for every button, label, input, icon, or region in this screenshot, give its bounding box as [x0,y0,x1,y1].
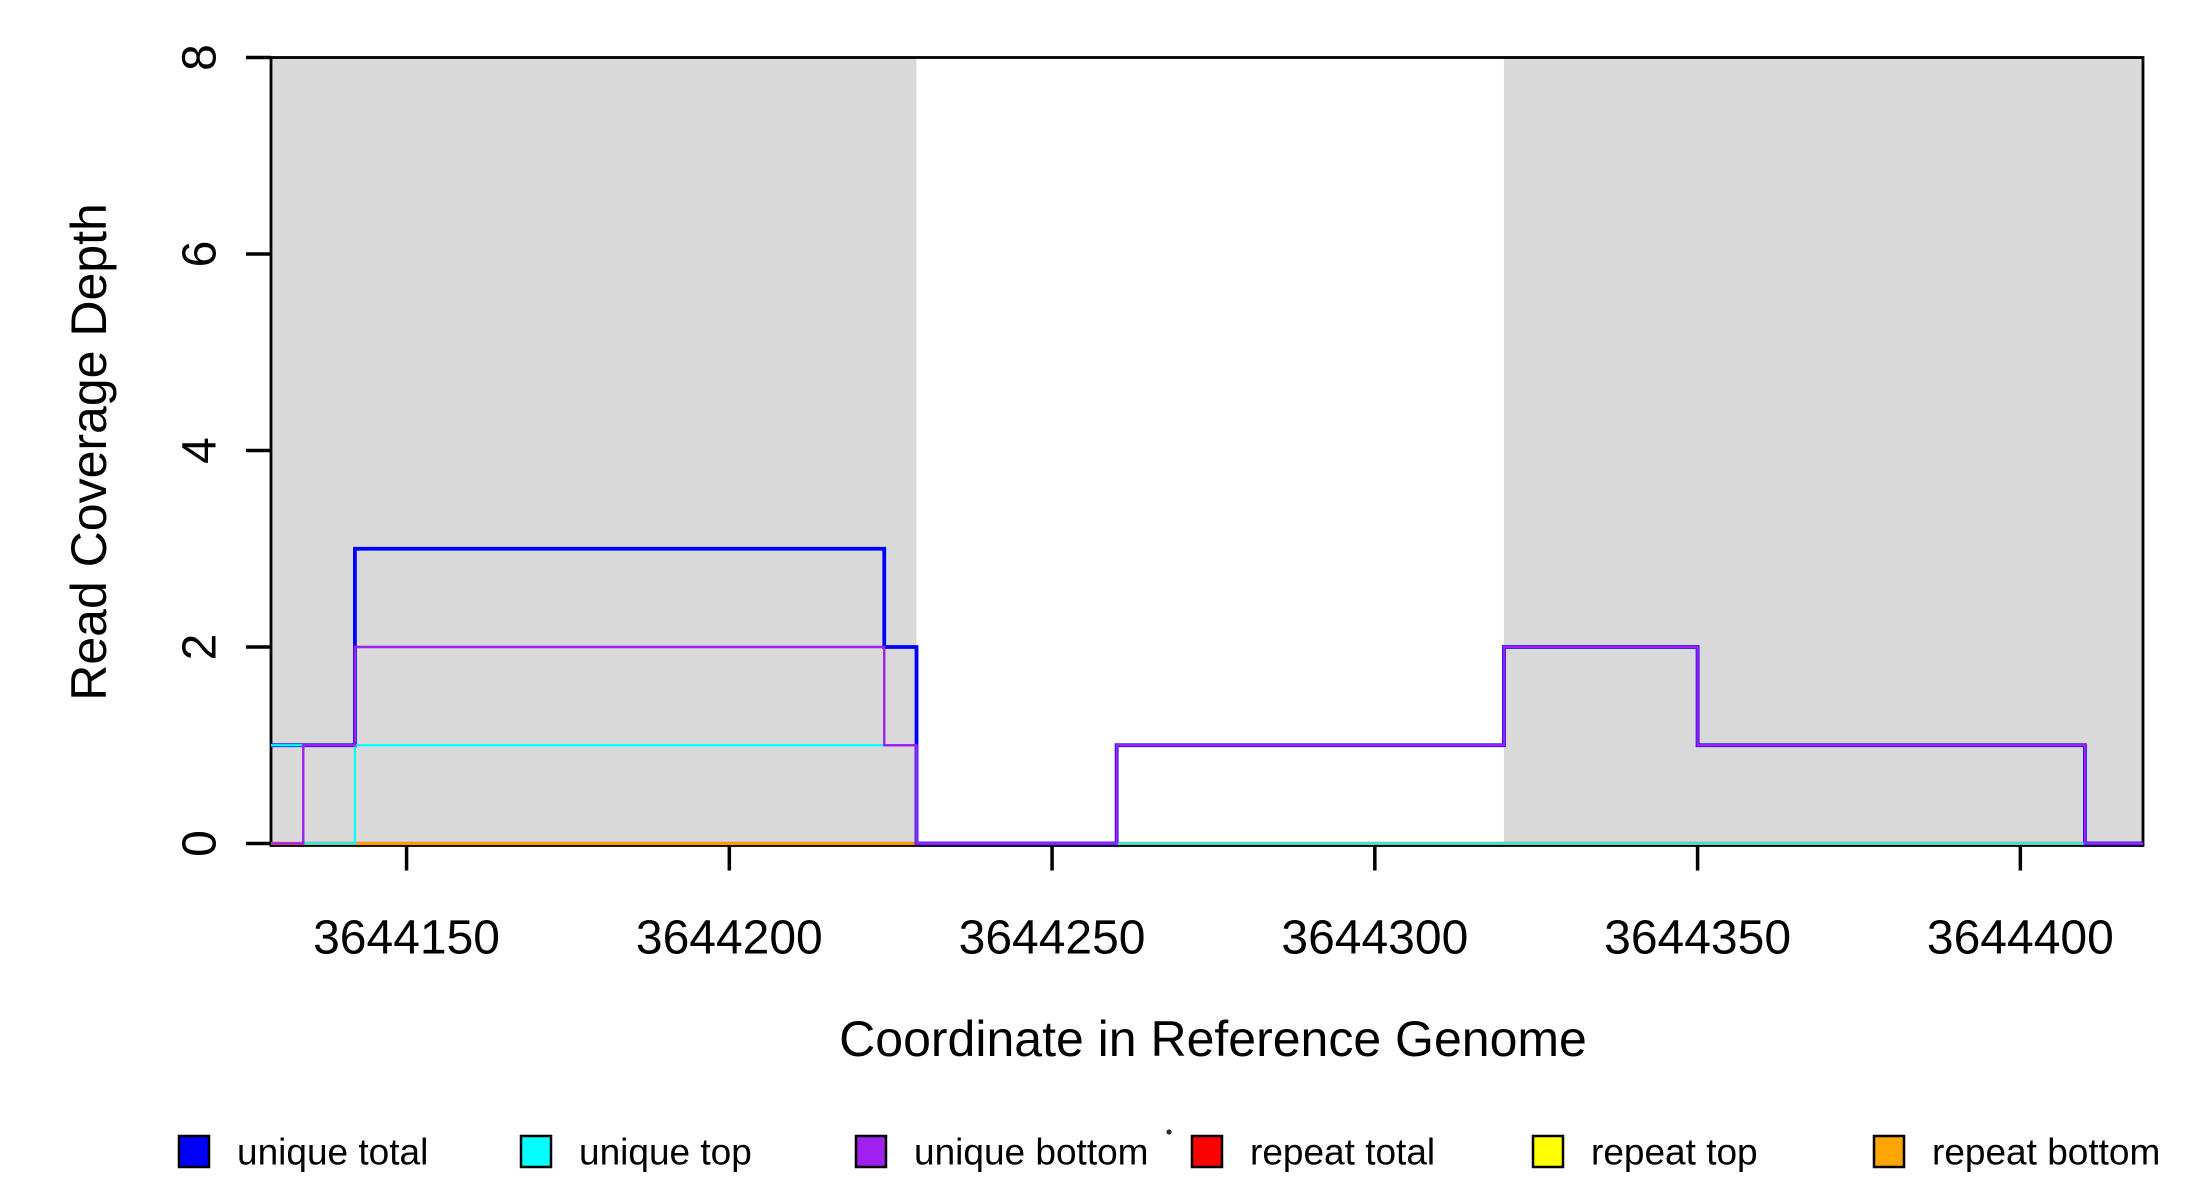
x-tick-label: 3644200 [636,912,823,965]
x-tick-label: 3644400 [1927,912,2114,965]
y-tick-label: 4 [174,437,227,464]
shaded-region [1503,57,2143,846]
legend-label-repeat-bottom: repeat bottom [1932,1132,2160,1173]
legend-swatch-repeat-top [1531,1134,1565,1169]
y-tick-label: 2 [174,634,227,661]
shaded-region [271,57,917,846]
legend-swatch-repeat-total [1190,1134,1224,1169]
shaded-regions [271,57,2143,846]
legend-label-repeat-total: repeat total [1250,1132,1435,1173]
y-tick-label: 6 [174,241,227,268]
legend-label-unique-total: unique total [237,1132,428,1173]
stray-dot [1166,1129,1172,1135]
legend-swatch-repeat-bottom [1872,1134,1906,1169]
x-axis: 3644150 3644200 3644250 3644300 3644350 36444… [313,845,2114,965]
x-tick-label: 3644150 [313,912,500,965]
x-tick-label: 3644350 [1604,912,1791,965]
legend: unique total unique top unique bottom repea… [177,1129,2160,1173]
legend-swatch-unique-total [177,1134,211,1169]
legend-label-repeat-top: repeat top [1591,1132,1758,1173]
y-tick-label: 8 [174,44,227,71]
x-tick-label: 3644300 [1281,912,1468,965]
legend-swatch-unique-bottom [854,1134,888,1169]
y-axis-title: Read Coverage Depth [61,203,117,701]
y-axis: 0 2 4 6 8 [174,44,271,857]
series-lines [271,546,2143,846]
series-line-unique-bottom [271,645,2143,845]
y-tick-label: 0 [174,830,227,857]
legend-swatch-unique-top [519,1134,553,1169]
x-tick-label: 3644250 [959,912,1146,965]
x-axis-title: Coordinate in Reference Genome [839,1011,1587,1067]
legend-label-unique-bottom: unique bottom [914,1132,1149,1173]
legend-label-unique-top: unique top [579,1132,752,1173]
